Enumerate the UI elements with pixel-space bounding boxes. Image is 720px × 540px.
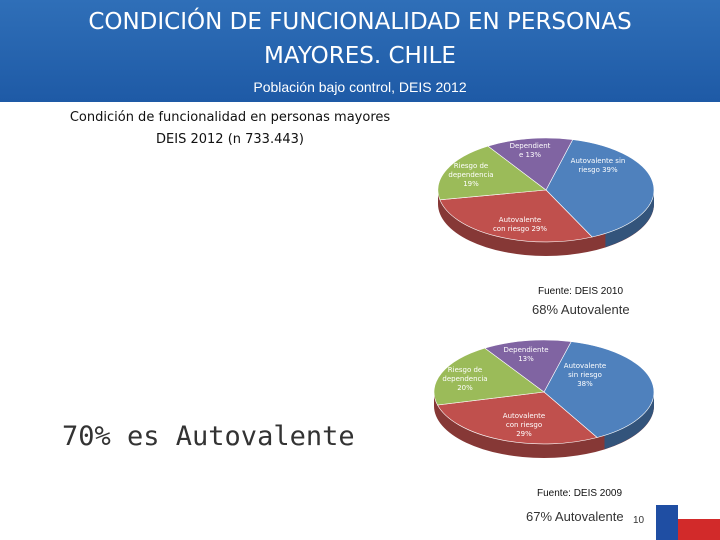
chart-source-2009: Fuente: DEIS 2009 bbox=[537, 488, 623, 499]
caption-line-1: Condición de funcionalidad en personas m… bbox=[69, 110, 391, 125]
pie-side-wall-blue bbox=[604, 392, 654, 450]
page-title-line-1: CONDICIÓN DE FUNCIONALIDAD EN PERSONAS bbox=[88, 9, 632, 35]
chart-source-2010: Fuente: DEIS 2010 bbox=[538, 286, 624, 297]
pie-slice-label: Autovalente con riesgo 29% bbox=[503, 412, 545, 438]
pie-slice bbox=[484, 339, 572, 393]
page-title-line-2: MAYORES. CHILE bbox=[264, 43, 456, 69]
chart-summary-2010: 68% Autovalente bbox=[532, 302, 630, 317]
pie-slice bbox=[437, 391, 598, 445]
chart-summary-2009: 67% Autovalente bbox=[526, 509, 624, 524]
pie-slice bbox=[437, 145, 547, 201]
pie-slice-label: Autovalente con riesgo 29% bbox=[493, 216, 547, 233]
pie-slice-label: Autovalente sin riesgo 39% bbox=[571, 157, 626, 174]
pie-slice bbox=[433, 347, 545, 406]
pie-side-wall bbox=[434, 392, 654, 458]
pie-slice bbox=[487, 137, 574, 191]
caption-line-2: DEIS 2012 (n 733.443) bbox=[156, 132, 304, 147]
chile-flag-logo bbox=[656, 505, 720, 540]
page-subtitle: Población bajo control, DEIS 2012 bbox=[253, 79, 467, 95]
pie-slice-label: Autovalente sin riesgo 38% bbox=[564, 362, 606, 388]
pie-slice bbox=[439, 189, 593, 243]
pie-slice bbox=[543, 341, 655, 438]
pie-slice-label: Riesgo de dependencia 19% bbox=[448, 162, 493, 188]
flag-blue-field bbox=[656, 505, 678, 540]
pie-slice-label: Riesgo de dependencia 20% bbox=[442, 366, 487, 392]
page-number: 10 bbox=[633, 515, 645, 526]
pie-slice-label: Dependiente 13% bbox=[503, 346, 548, 363]
pie-slice-label: Dependient e 13% bbox=[510, 142, 551, 159]
pie-slice bbox=[545, 139, 655, 238]
pie-side-wall bbox=[438, 190, 654, 256]
flag-white-field bbox=[678, 505, 720, 519]
title-banner: CONDICIÓN DE FUNCIONALIDAD EN PERSONAS M… bbox=[0, 0, 720, 102]
pie-side-wall-blue bbox=[605, 190, 654, 248]
highlight-text: 70% es Autovalente bbox=[62, 421, 355, 452]
